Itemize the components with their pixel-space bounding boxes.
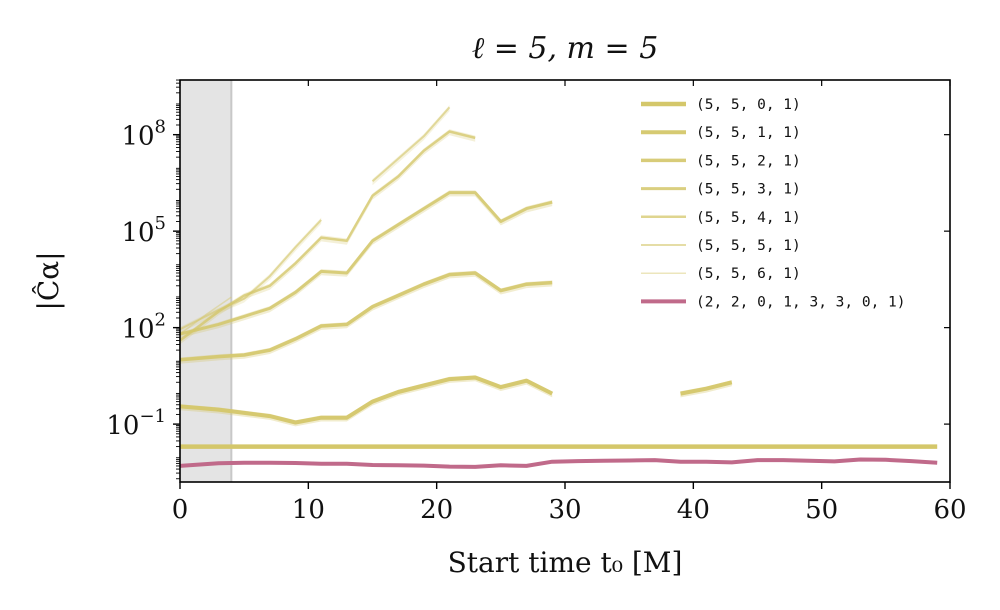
- series-6: [180, 296, 232, 335]
- legend-label-0: (5, 5, 0, 1): [696, 97, 801, 113]
- series-5-line-1: [371, 106, 451, 183]
- series-1-line-0: [180, 375, 554, 425]
- series-4-line-0: [180, 130, 476, 342]
- series-5-line-0: [180, 219, 322, 331]
- legend-label-2: (5, 5, 2, 1): [696, 153, 801, 169]
- series-6-line-0: [180, 296, 232, 335]
- series-1-band-0: [180, 375, 553, 427]
- x-tick-label: 40: [677, 495, 710, 525]
- series-5-band-1: [372, 105, 450, 186]
- x-tick-label: 50: [805, 495, 838, 525]
- x-tick-label: 30: [548, 495, 581, 525]
- x-tick-label: 0: [172, 495, 189, 525]
- series-2: [180, 270, 553, 364]
- legend-label-4: (5, 5, 4, 1): [696, 210, 801, 226]
- series-1-line-1: [680, 380, 733, 396]
- series-1: [180, 375, 733, 427]
- legend-label-1: (5, 5, 1, 1): [696, 125, 801, 141]
- y-tick-label: 102: [121, 310, 166, 345]
- x-tick-label: 60: [933, 495, 966, 525]
- legend: (5, 5, 0, 1) (5, 5, 1, 1) (5, 5, 2, 1) (5, …: [641, 97, 906, 310]
- legend-label-7: (2, 2, 0, 1, 3, 3, 0, 1): [696, 294, 906, 310]
- series-3: [180, 190, 553, 338]
- x-tick-label: 10: [292, 495, 325, 525]
- x-axis-label: Start time t₀ [M]: [448, 546, 683, 579]
- legend-label-6: (5, 5, 6, 1): [696, 266, 801, 282]
- chart-title: ℓ = 5, m = 5: [472, 31, 659, 66]
- legend-label-3: (5, 5, 3, 1): [696, 182, 801, 198]
- x-tick-label: 20: [420, 495, 453, 525]
- series-7-line-0: [180, 457, 938, 469]
- series-layer: [180, 105, 938, 469]
- plot-frame: [179, 79, 951, 483]
- series-7: [180, 457, 938, 469]
- ticks-layer: 0 10 20 30 40 50 60 108 105 102 10−1: [106, 79, 967, 525]
- series-2-line-0: [180, 271, 553, 362]
- series-3-band-0: [180, 190, 553, 338]
- legend-label-5: (5, 5, 5, 1): [696, 238, 801, 254]
- y-tick-label: 108: [121, 117, 166, 152]
- series-3-line-0: [180, 191, 553, 336]
- series-5: [180, 105, 451, 334]
- y-axis-label: |Ĉα|: [31, 251, 65, 310]
- shaded-region: [180, 80, 232, 482]
- y-tick-label: 105: [121, 213, 166, 248]
- y-tick-label: 10−1: [106, 406, 166, 441]
